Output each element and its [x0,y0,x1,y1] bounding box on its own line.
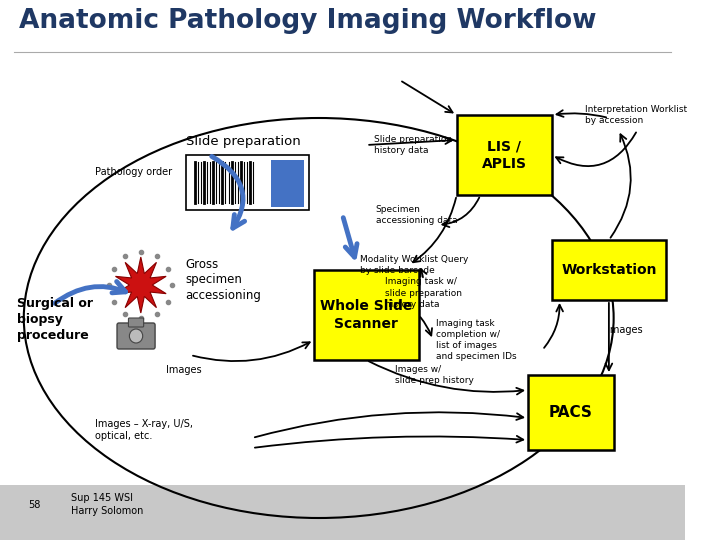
Text: Imaging task w/
slide preparation
history data: Imaging task w/ slide preparation histor… [385,278,462,308]
Bar [552,240,666,300]
Text: Slide preparation: Slide preparation [186,135,300,148]
Text: Images – X-ray, U/S,
optical, etc.: Images – X-ray, U/S, optical, etc. [95,419,193,441]
FancyArrowPatch shape [557,110,606,117]
Text: Images: Images [607,325,643,335]
Text: LIS /
APLIS: LIS / APLIS [482,139,527,171]
FancyArrowPatch shape [606,303,612,370]
Text: Specimen
accessioning data: Specimen accessioning data [376,205,457,225]
Text: 58: 58 [29,500,41,510]
Text: Images w/
slide prep history: Images w/ slide prep history [395,365,474,385]
Text: Anatomic Pathology Imaging Workflow: Anatomic Pathology Imaging Workflow [19,8,597,34]
Bar [314,270,418,360]
Bar [0,485,685,540]
Circle shape [130,329,143,343]
FancyBboxPatch shape [117,323,155,349]
Polygon shape [115,257,166,313]
FancyArrowPatch shape [369,361,523,394]
Text: Images: Images [166,365,202,375]
Bar [186,155,309,210]
Bar [456,115,552,195]
Bar [528,375,613,450]
FancyArrowPatch shape [255,412,523,437]
FancyArrowPatch shape [193,342,310,361]
Text: Interpretation Worklist
by accession: Interpretation Worklist by accession [585,105,687,125]
FancyBboxPatch shape [128,318,144,327]
FancyArrowPatch shape [544,305,563,348]
FancyArrowPatch shape [420,269,426,277]
FancyArrowPatch shape [369,137,452,145]
FancyArrowPatch shape [402,82,453,112]
FancyArrowPatch shape [420,317,432,335]
FancyArrowPatch shape [212,157,245,228]
Text: Slide preparation
history data: Slide preparation history data [374,135,452,155]
Text: Workstation: Workstation [561,263,657,277]
Text: Whole Slide
Scanner: Whole Slide Scanner [320,299,413,330]
FancyArrowPatch shape [556,132,636,166]
Text: PACS: PACS [549,405,593,420]
FancyArrowPatch shape [611,134,631,238]
Text: Pathology order: Pathology order [95,167,172,177]
Bar [271,160,305,207]
FancyArrowPatch shape [343,218,357,257]
Text: Sup 145 WSI
Harry Solomon: Sup 145 WSI Harry Solomon [71,493,144,516]
Text: Modality Worklist Query
by slide barcode: Modality Worklist Query by slide barcode [359,255,468,275]
Text: Imaging task
completion w/
list of images
and specimen IDs: Imaging task completion w/ list of image… [436,319,516,361]
FancyArrowPatch shape [413,198,456,262]
Text: Gross
specimen
accessioning: Gross specimen accessioning [186,258,261,302]
FancyArrowPatch shape [442,198,480,227]
Text: Surgical or
biopsy
procedure: Surgical or biopsy procedure [17,298,93,342]
FancyArrowPatch shape [55,281,125,303]
FancyArrowPatch shape [255,436,523,448]
